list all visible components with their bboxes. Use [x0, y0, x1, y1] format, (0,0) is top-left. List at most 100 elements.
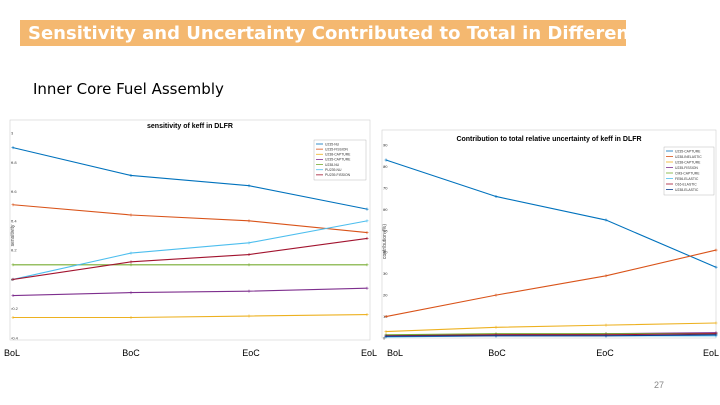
series-point — [365, 236, 369, 240]
series-point — [129, 316, 133, 319]
plot-frame — [9, 119, 371, 341]
legend-label: U235-FISSION — [325, 147, 348, 151]
legend-label: U235-NU — [325, 142, 340, 146]
y-tick-label: 0.2 — [11, 248, 17, 253]
y-tick-label: 70 — [383, 185, 388, 190]
series-point — [714, 248, 718, 252]
y-tick-label: 80 — [383, 164, 388, 169]
series-point — [384, 330, 388, 334]
x-category-label: BoC — [122, 348, 140, 358]
series-point — [11, 263, 15, 267]
x-category-label: EoL — [361, 348, 377, 358]
slide-title: Sensitivity and Uncertainty Contributed … — [28, 23, 720, 44]
series-point — [11, 294, 15, 298]
series-point — [365, 219, 369, 223]
series-point — [129, 251, 133, 255]
series-point — [11, 146, 15, 150]
series-point — [714, 333, 718, 337]
x-category-label: EoC — [242, 348, 260, 358]
series-line — [12, 204, 368, 234]
series-point — [604, 218, 608, 222]
y-axis-label: contribution (%) — [382, 224, 388, 259]
series-point — [365, 263, 369, 267]
series-point — [129, 291, 133, 295]
series-line — [13, 314, 368, 319]
series-point — [494, 325, 498, 329]
series-point — [384, 334, 388, 338]
legend-box — [663, 146, 715, 196]
y-tick-label: -0.4 — [11, 336, 19, 341]
series-point — [11, 277, 15, 281]
plot-frame — [381, 129, 717, 339]
series-point — [11, 203, 15, 207]
y-tick-label: 60 — [383, 207, 388, 212]
y-tick-label: 40 — [383, 250, 388, 255]
series-line — [12, 220, 368, 280]
legend-label: PU239-NU — [325, 168, 342, 172]
y-tick-label: 0.8 — [11, 160, 17, 165]
series-point — [604, 274, 608, 278]
series-line — [385, 159, 717, 268]
series-point — [247, 253, 251, 257]
series-point — [604, 334, 608, 338]
x-category-label: EoL — [703, 348, 719, 358]
series-line — [385, 333, 717, 337]
legend-label: U235-CAPTURE — [325, 158, 351, 162]
chart-title: Contribution to total relative uncertain… — [456, 136, 641, 143]
y-tick-label: 90 — [383, 143, 388, 148]
legend-label: U235-CAPTURE — [675, 149, 701, 153]
x-category-label: BoC — [488, 348, 506, 358]
series-point — [129, 260, 133, 264]
x-category-label: EoC — [596, 348, 614, 358]
page-number: 27 — [654, 380, 665, 390]
series-line — [385, 334, 717, 337]
y-tick-label: 20 — [383, 293, 388, 298]
series-point — [384, 158, 388, 162]
x-category-label: BoL — [387, 348, 403, 358]
series-point — [714, 265, 718, 269]
series-point — [365, 313, 369, 317]
slide-subtitle: Inner Core Fuel Assembly — [33, 80, 224, 98]
legend-label: U238-CAPTURE — [325, 153, 351, 157]
series-point — [247, 184, 251, 188]
series-point — [247, 289, 251, 293]
legend-label: CM3-CAPTURE — [675, 171, 700, 175]
legend-box — [313, 139, 367, 181]
y-tick-label: 0.4 — [11, 218, 17, 223]
series-point — [365, 231, 369, 235]
chart-title: sensitivity of keff in DLFR — [147, 123, 233, 130]
legend-label: U238-INELASTIC — [675, 155, 702, 159]
series-line — [385, 249, 717, 318]
y-tick-label: 30 — [383, 271, 388, 276]
legend-label: O16-ELASTIC — [675, 182, 697, 186]
y-axis-label: sensitivity — [10, 224, 16, 246]
title-banner: Sensitivity and Uncertainty Contributed … — [20, 20, 720, 46]
series-point — [494, 293, 498, 297]
series-line — [385, 322, 717, 333]
series-point — [129, 173, 133, 177]
series-point — [365, 207, 369, 211]
series-point — [247, 219, 251, 223]
legend-label: PU239-FISSION — [325, 173, 351, 177]
series-point — [604, 323, 608, 327]
y-tick-label: -0.2 — [11, 306, 19, 311]
series-point — [247, 241, 251, 245]
legend-label: U238-ELASTIC — [675, 188, 699, 192]
series-point — [129, 263, 133, 267]
series-point — [714, 321, 718, 325]
legend-label: U238-CAPTURE — [675, 160, 701, 164]
series-line — [12, 287, 368, 297]
legend-label: U235-FISSION — [675, 166, 698, 170]
series-point — [247, 314, 251, 318]
series-line — [12, 147, 368, 210]
series-point — [11, 316, 15, 319]
y-tick-label: 0.6 — [11, 189, 17, 194]
series-point — [129, 213, 133, 217]
series-point — [384, 315, 388, 319]
legend-label: FE56-ELASTIC — [675, 177, 699, 181]
series-point — [365, 286, 369, 290]
y-tick-label: 0 — [383, 336, 386, 341]
series-point — [494, 334, 498, 338]
